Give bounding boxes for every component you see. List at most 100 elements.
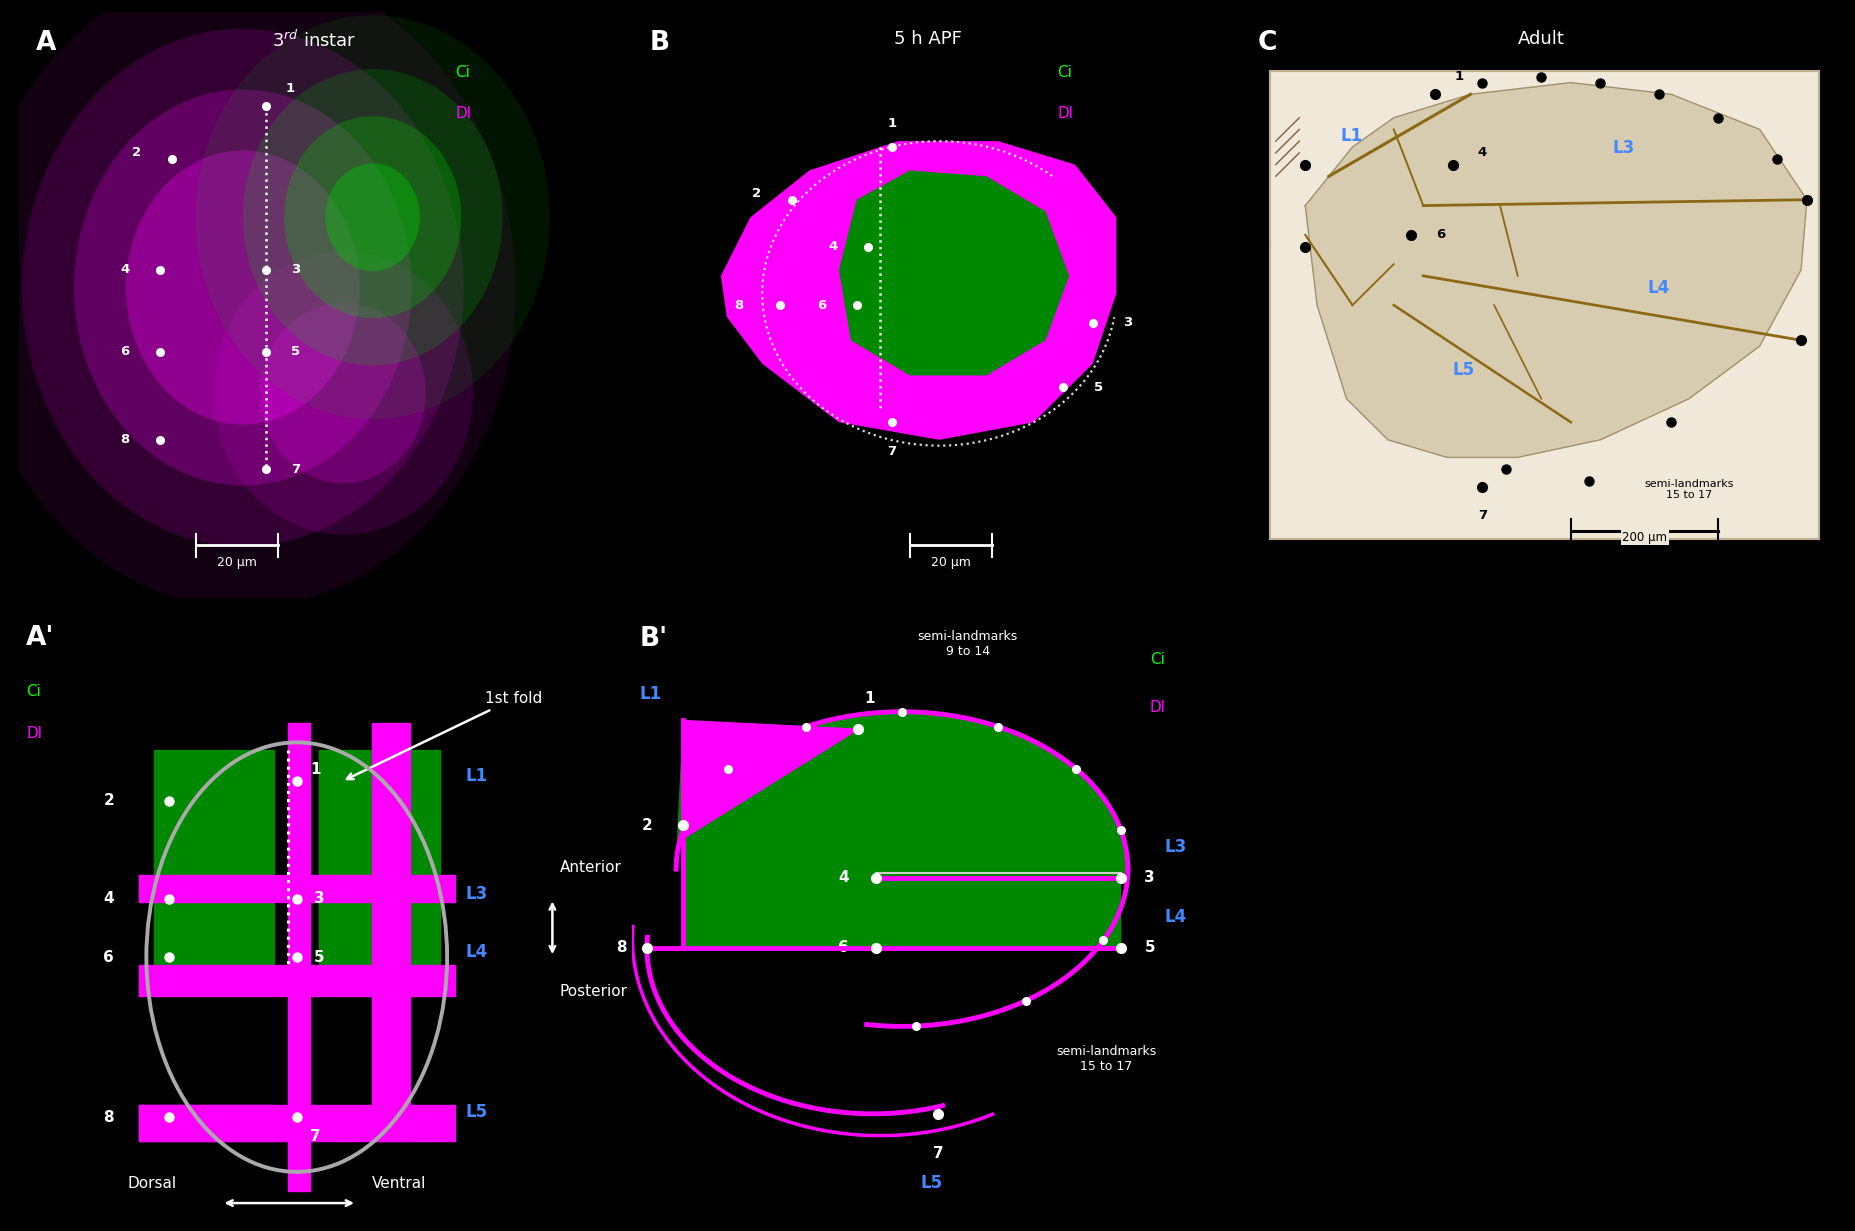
Text: 2: 2 bbox=[751, 187, 761, 201]
Text: Ci: Ci bbox=[1150, 651, 1165, 667]
Text: 1st fold: 1st fold bbox=[347, 692, 542, 779]
Text: Ci: Ci bbox=[1057, 65, 1072, 80]
Polygon shape bbox=[722, 142, 1117, 439]
Text: 7: 7 bbox=[1478, 510, 1488, 522]
Text: L5: L5 bbox=[920, 1174, 942, 1192]
Text: 5 h APF: 5 h APF bbox=[894, 30, 961, 48]
Text: 20 μm: 20 μm bbox=[931, 555, 970, 569]
Text: 1: 1 bbox=[1454, 70, 1464, 84]
Polygon shape bbox=[0, 0, 516, 607]
Polygon shape bbox=[319, 899, 440, 965]
Text: Dl: Dl bbox=[454, 106, 471, 121]
Text: 6: 6 bbox=[121, 346, 130, 358]
Text: L5: L5 bbox=[1452, 362, 1475, 379]
Text: 4: 4 bbox=[838, 870, 850, 885]
Text: L4: L4 bbox=[1165, 907, 1187, 926]
Polygon shape bbox=[675, 712, 1128, 948]
Text: Posterior: Posterior bbox=[560, 985, 627, 1000]
Polygon shape bbox=[195, 15, 549, 420]
Polygon shape bbox=[1306, 82, 1807, 458]
Text: 2: 2 bbox=[132, 146, 141, 159]
Text: 4: 4 bbox=[104, 891, 115, 906]
Polygon shape bbox=[373, 723, 410, 965]
Text: 5: 5 bbox=[313, 949, 325, 965]
Text: Ci: Ci bbox=[454, 65, 469, 80]
Text: 3: 3 bbox=[313, 891, 325, 906]
Text: Dl: Dl bbox=[1150, 699, 1165, 715]
Text: 1: 1 bbox=[286, 82, 295, 95]
Text: 8: 8 bbox=[104, 1109, 115, 1125]
Text: L4: L4 bbox=[1647, 279, 1670, 298]
Text: L1: L1 bbox=[466, 767, 488, 785]
Text: 8: 8 bbox=[735, 299, 744, 311]
Text: 6: 6 bbox=[1436, 228, 1445, 241]
Text: 4: 4 bbox=[1478, 146, 1488, 159]
Text: Ci: Ci bbox=[26, 683, 41, 698]
Text: semi-landmarks
15 to 17: semi-landmarks 15 to 17 bbox=[1644, 479, 1734, 500]
Text: Adult: Adult bbox=[1517, 30, 1566, 48]
Text: semi-landmarks
15 to 17: semi-landmarks 15 to 17 bbox=[1055, 1045, 1156, 1073]
Polygon shape bbox=[243, 69, 503, 366]
Text: Ventral: Ventral bbox=[373, 1177, 427, 1192]
Text: 6: 6 bbox=[838, 940, 850, 955]
Polygon shape bbox=[139, 1105, 454, 1141]
Text: A': A' bbox=[26, 625, 54, 651]
Text: 1: 1 bbox=[310, 762, 321, 777]
Polygon shape bbox=[325, 164, 419, 271]
Polygon shape bbox=[284, 116, 462, 319]
Text: L4: L4 bbox=[466, 943, 488, 961]
Polygon shape bbox=[683, 720, 859, 838]
Text: 6: 6 bbox=[816, 299, 825, 311]
Text: 3$^{rd}$ instar: 3$^{rd}$ instar bbox=[271, 30, 356, 50]
Text: 3: 3 bbox=[291, 263, 301, 277]
Polygon shape bbox=[154, 750, 275, 875]
Text: 5: 5 bbox=[1145, 940, 1156, 955]
Text: 4: 4 bbox=[829, 240, 838, 254]
Polygon shape bbox=[838, 170, 1068, 375]
Polygon shape bbox=[74, 90, 412, 485]
Text: L5: L5 bbox=[466, 1103, 488, 1121]
Text: 4: 4 bbox=[121, 263, 130, 277]
Text: semi-landmarks 9 to 14: semi-landmarks 9 to 14 bbox=[1582, 52, 1714, 62]
Polygon shape bbox=[1306, 82, 1807, 458]
Text: 7: 7 bbox=[887, 446, 896, 458]
Text: L1: L1 bbox=[1341, 127, 1363, 145]
Polygon shape bbox=[373, 996, 410, 1141]
Text: 5: 5 bbox=[291, 346, 301, 358]
Text: semi-landmarks
9 to 14: semi-landmarks 9 to 14 bbox=[918, 630, 1018, 657]
FancyBboxPatch shape bbox=[1271, 71, 1818, 539]
Text: 6: 6 bbox=[104, 949, 115, 965]
Text: 2: 2 bbox=[1260, 158, 1269, 171]
Text: 5: 5 bbox=[1094, 380, 1104, 394]
Text: L3: L3 bbox=[1612, 139, 1634, 156]
Polygon shape bbox=[288, 723, 310, 1192]
Polygon shape bbox=[139, 875, 454, 902]
Text: 20 μm: 20 μm bbox=[217, 555, 256, 569]
Text: 3: 3 bbox=[1145, 870, 1156, 885]
Text: 1: 1 bbox=[887, 117, 896, 130]
Text: 1: 1 bbox=[864, 691, 874, 707]
Polygon shape bbox=[22, 28, 464, 547]
Text: Dl: Dl bbox=[26, 726, 43, 741]
Text: 7: 7 bbox=[310, 1129, 321, 1144]
Text: 7: 7 bbox=[291, 463, 301, 475]
Polygon shape bbox=[126, 150, 360, 425]
Text: L3: L3 bbox=[1165, 837, 1187, 856]
Text: 8: 8 bbox=[616, 940, 627, 955]
Text: 3: 3 bbox=[1124, 316, 1133, 329]
Polygon shape bbox=[139, 965, 454, 996]
Text: 5: 5 bbox=[1825, 334, 1835, 347]
Text: Dl: Dl bbox=[1057, 106, 1074, 121]
Text: L1: L1 bbox=[640, 684, 662, 703]
Text: 200 μm: 200 μm bbox=[1621, 531, 1668, 544]
Polygon shape bbox=[260, 303, 427, 483]
Text: Dorsal: Dorsal bbox=[128, 1177, 176, 1192]
Text: 7: 7 bbox=[933, 1146, 944, 1161]
Polygon shape bbox=[213, 251, 473, 534]
Text: 3: 3 bbox=[1833, 193, 1840, 207]
Text: B: B bbox=[649, 30, 670, 55]
Text: Anterior: Anterior bbox=[560, 860, 621, 875]
Text: 2: 2 bbox=[104, 794, 115, 809]
Polygon shape bbox=[319, 750, 440, 875]
Text: 8: 8 bbox=[121, 433, 130, 447]
